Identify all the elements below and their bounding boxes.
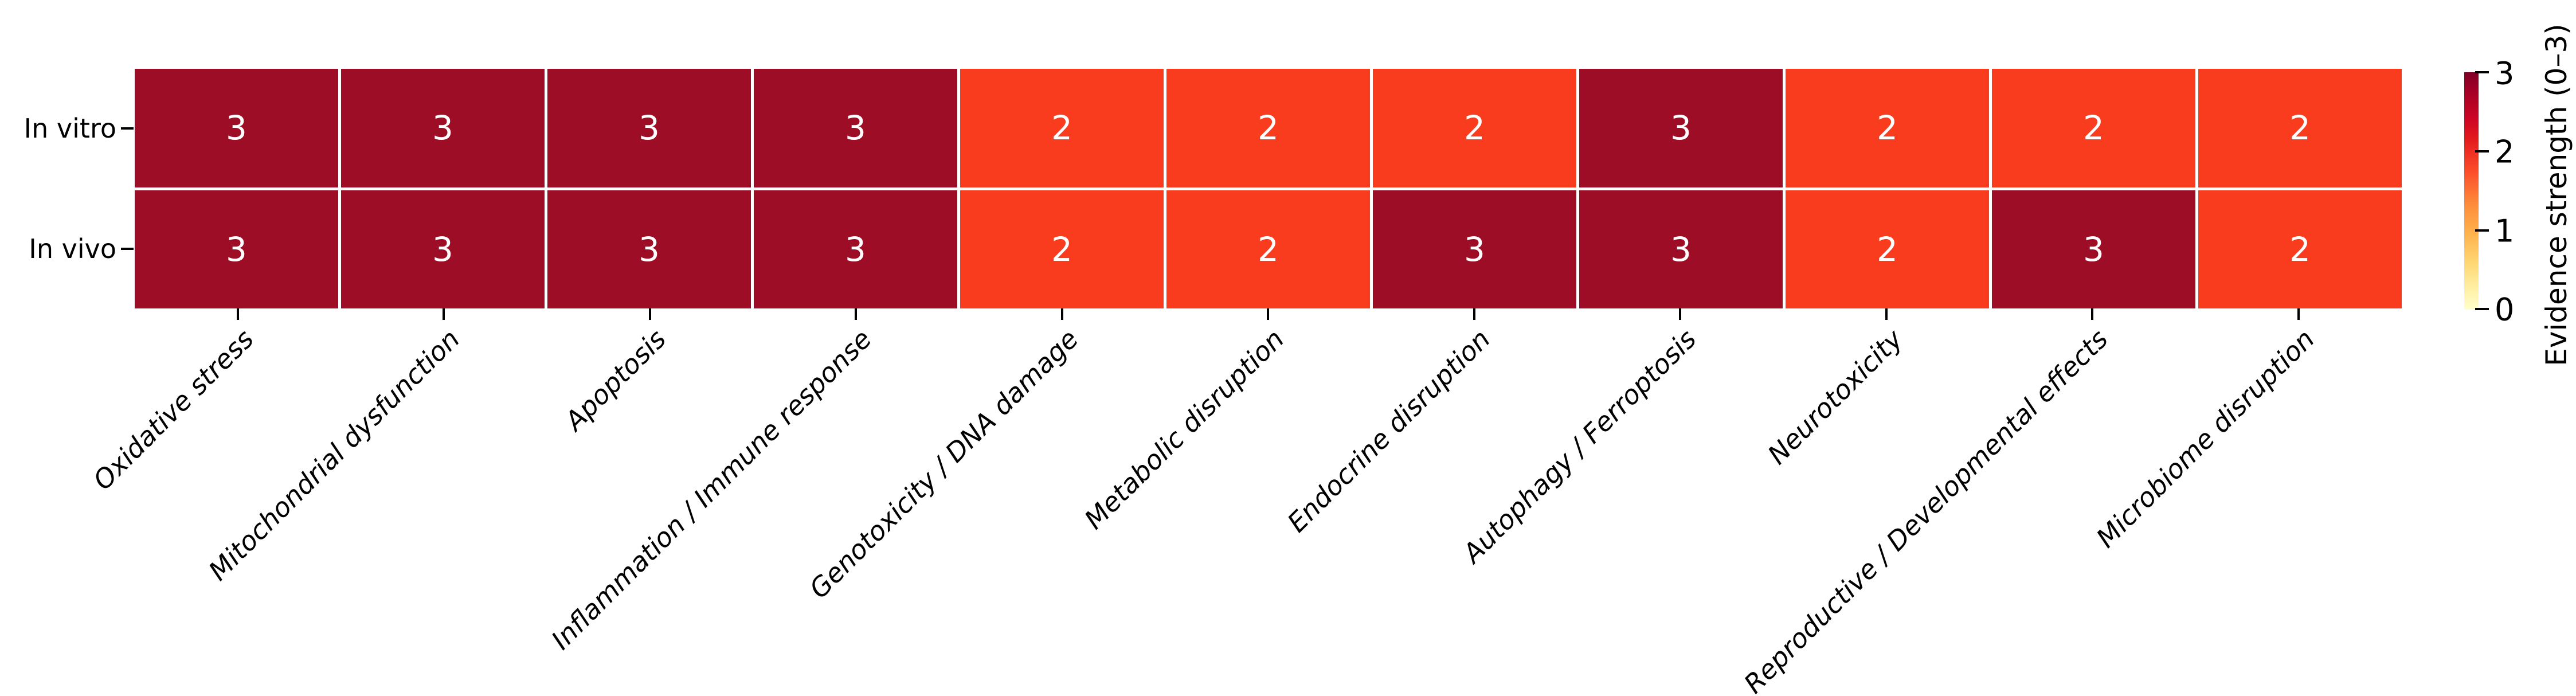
heatmap-cell: 3 — [754, 190, 957, 308]
x-axis-tick — [1473, 308, 1475, 320]
heatmap-cell: 2 — [960, 190, 1164, 308]
heatmap-cell: 2 — [2198, 69, 2402, 187]
column-label: Microbiome disruption — [2090, 323, 2321, 554]
x-axis-tick — [1885, 308, 1888, 320]
heatmap-cell: 2 — [960, 69, 1164, 187]
column-label: Endocrine disruption — [1281, 323, 1497, 538]
column-label: Reproductive / Developmental effects — [1738, 323, 2115, 696]
colorbar-tick-label: 0 — [2495, 291, 2515, 328]
heatmap-cell: 3 — [754, 69, 957, 187]
heatmap-cell: 3 — [1579, 69, 1783, 187]
x-axis-tick — [1061, 308, 1063, 320]
x-axis-tick — [443, 308, 445, 320]
column-label: Apoptosis — [558, 323, 672, 437]
heatmap-cell: 3 — [1579, 190, 1783, 308]
row-label-in-vivo: In vivo — [29, 233, 116, 264]
heatmap-cell: 3 — [341, 69, 545, 187]
x-axis-tick — [649, 308, 651, 320]
heatmap-cell: 3 — [547, 69, 751, 187]
heatmap-cell: 2 — [1992, 69, 2195, 187]
column-label: Inflammation / Immune response — [545, 323, 878, 656]
heatmap-grid: 3 3 3 3 2 2 2 3 2 2 2 3 3 3 3 2 2 3 3 2 … — [135, 69, 2402, 308]
heatmap-cell: 2 — [1373, 69, 1576, 187]
x-axis-tick — [1267, 308, 1269, 320]
heatmap-cell: 2 — [1786, 69, 1989, 187]
colorbar-axis-label: Evidence strength (0–3) — [2540, 24, 2573, 366]
column-label: Oxidative stress — [87, 323, 260, 496]
y-axis-tick — [121, 248, 134, 250]
colorbar-gradient — [2464, 72, 2479, 310]
column-label: Metabolic disruption — [1078, 323, 1290, 535]
colorbar-tick — [2475, 308, 2489, 310]
x-axis-tick — [2297, 308, 2300, 320]
column-label: Neurotoxicity — [1761, 323, 1909, 471]
colorbar-tick-label: 3 — [2495, 55, 2515, 92]
heatmap-cell: 2 — [2198, 190, 2402, 308]
colorbar-tick — [2475, 71, 2489, 73]
x-axis-tick — [237, 308, 239, 320]
heatmap-cell: 3 — [547, 190, 751, 308]
heatmap-cell: 2 — [1786, 190, 1989, 308]
column-label: Autophagy / Ferroptosis — [1457, 323, 1702, 569]
colorbar-tick — [2475, 150, 2489, 153]
heatmap-cell: 2 — [1166, 69, 1370, 187]
heatmap-cell: 3 — [1992, 190, 2195, 308]
heatmap-cell: 3 — [135, 69, 338, 187]
heatmap-cell: 3 — [135, 190, 338, 308]
colorbar-tick — [2475, 229, 2489, 232]
heatmap-cell: 2 — [1166, 190, 1370, 308]
colorbar-tick-label: 1 — [2495, 213, 2515, 249]
x-axis-tick — [2091, 308, 2093, 320]
x-axis-tick — [1679, 308, 1681, 320]
y-axis-tick — [121, 127, 134, 130]
x-axis-tick — [855, 308, 857, 320]
row-label-in-vitro: In vitro — [24, 113, 116, 144]
colorbar-tick-label: 2 — [2495, 134, 2515, 170]
heatmap-cell: 3 — [1373, 190, 1576, 308]
heatmap-cell: 3 — [341, 190, 545, 308]
